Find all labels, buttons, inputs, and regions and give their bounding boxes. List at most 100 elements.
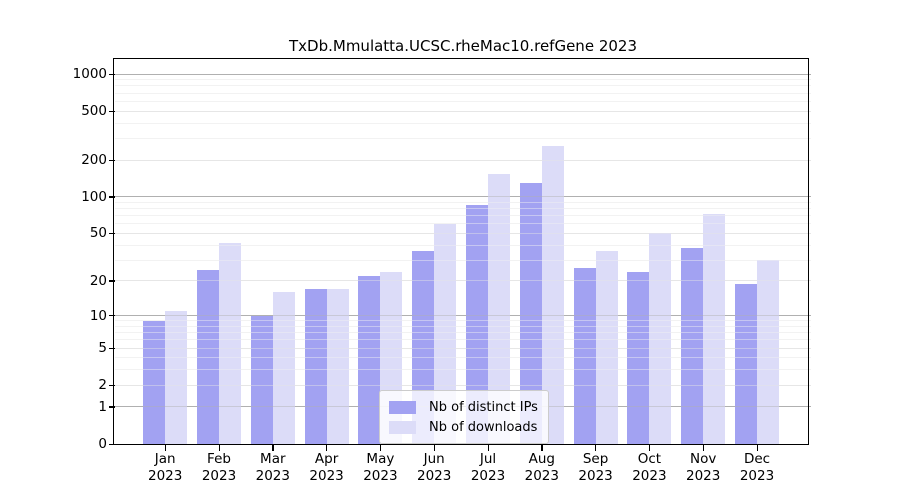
y-gridline-600 (115, 100, 811, 102)
x-tick-mark-jan (164, 445, 167, 451)
y-tick-label-2: 2 (98, 377, 107, 394)
x-tick-label-jun: Jun 2023 (417, 451, 452, 484)
y-gridline-60 (115, 223, 811, 225)
y-tick-label-0: 0 (98, 436, 107, 452)
y-gridline-9 (115, 320, 811, 322)
gridlines-overlay-layer (115, 60, 811, 444)
y-tick-label-50: 50 (89, 225, 107, 242)
y-gridline-80 (115, 208, 811, 210)
y-gridline-400 (115, 122, 811, 124)
bar-jun-downloads (434, 223, 457, 444)
y-tick-mark-50 (109, 232, 115, 235)
y-gridline-500 (115, 110, 811, 112)
y-tick-label-1000: 1000 (72, 66, 107, 83)
y-gridline-1000 (115, 73, 811, 75)
y-gridline-60 (115, 223, 811, 225)
legend-swatch-downloads (389, 420, 416, 434)
x-tick-label-jul: Jul 2023 (470, 451, 506, 484)
y-tick-label-1: 1 (98, 398, 107, 415)
x-tick-mark-apr (326, 445, 328, 451)
bar-dec-downloads (757, 260, 779, 444)
y-gridline-100 (115, 196, 811, 198)
x-tick-label-feb: Feb 2023 (201, 451, 237, 484)
y-gridline-6 (115, 339, 811, 341)
x-tick-label-dec: Dec 2023 (739, 451, 775, 484)
x-tick-label-jan: Jan 2023 (148, 451, 183, 484)
y-gridline-90 (115, 201, 811, 203)
y-tick-mark-500 (109, 110, 115, 112)
y-gridline-2 (115, 384, 811, 386)
x-tick-mark-nov (702, 445, 705, 451)
bar-oct-downloads (649, 233, 672, 444)
y-gridline-8 (115, 325, 811, 327)
x-tick-label-nov: Nov 2023 (686, 451, 721, 484)
bar-nov-distinct-ips (681, 247, 704, 444)
x-tick-label-oct: Oct 2023 (632, 451, 667, 484)
y-gridline-7 (115, 332, 811, 334)
y-tick-mark-5 (109, 347, 115, 349)
x-tick-label-may: May 2023 (363, 451, 398, 484)
bar-oct-distinct-ips (627, 271, 650, 444)
bar-mar-distinct-ips (250, 315, 273, 444)
legend-label-downloads: Nb of downloads (429, 419, 538, 435)
bar-nov-downloads (703, 214, 726, 444)
y-gridline-200 (115, 159, 811, 161)
y-gridline-500 (115, 110, 811, 112)
bar-aug-distinct-ips (519, 182, 542, 444)
y-tick-label-500: 500 (81, 103, 107, 120)
x-tick-mark-aug (541, 445, 543, 451)
y-tick-label-100: 100 (81, 188, 107, 205)
y-tick-mark-100 (109, 196, 115, 198)
y-gridline-7 (115, 332, 811, 334)
y-tick-mark-200 (109, 159, 115, 161)
bar-sep-downloads (595, 250, 618, 444)
y-gridline-200 (115, 159, 811, 161)
y-gridline-1000 (115, 73, 811, 75)
bar-jan-downloads (165, 310, 188, 444)
gridlines-layer (115, 60, 811, 444)
y-gridline-20 (115, 280, 811, 282)
y-gridline-40 (115, 244, 811, 246)
y-gridline-90 (115, 201, 811, 203)
x-tick-mark-mar (272, 445, 274, 451)
x-tick-mark-jun (433, 445, 436, 451)
y-tick-mark-1 (109, 406, 115, 408)
bar-jul-distinct-ips (466, 204, 488, 444)
y-tick-mark-2 (109, 384, 115, 387)
plot-area (115, 60, 811, 444)
y-gridline-600 (115, 100, 811, 102)
y-gridline-40 (115, 244, 811, 246)
y-gridline-3 (115, 369, 811, 371)
bar-apr-distinct-ips (304, 289, 327, 444)
chart-title: TxDb.Mmulatta.UCSC.rheMac10.refGene 2023 (289, 37, 637, 55)
y-tick-label-5: 5 (98, 340, 107, 357)
y-tick-label-20: 20 (89, 272, 107, 289)
y-gridline-900 (115, 79, 811, 81)
x-tick-mark-feb (218, 445, 220, 451)
y-gridline-300 (115, 137, 811, 139)
y-gridline-10 (115, 315, 811, 317)
y-gridline-700 (115, 92, 811, 94)
x-tick-mark-oct (648, 445, 651, 451)
y-gridline-400 (115, 122, 811, 124)
bar-mar-downloads (272, 292, 295, 444)
y-gridline-700 (115, 92, 811, 94)
y-gridline-6 (115, 339, 811, 341)
y-gridline-300 (115, 137, 811, 139)
y-gridline-4 (115, 357, 811, 359)
x-tick-label-apr: Apr 2023 (309, 451, 344, 484)
bar-jan-distinct-ips (143, 320, 166, 444)
y-gridline-70 (115, 215, 811, 217)
bar-feb-distinct-ips (197, 269, 219, 444)
y-gridline-30 (115, 259, 811, 261)
bars-layer (115, 60, 811, 444)
y-gridline-5 (115, 347, 811, 349)
y-gridline-5 (115, 347, 811, 349)
y-gridline-10 (115, 315, 811, 317)
legend-item-distinct-ips: Nb of distinct IPs (389, 397, 538, 417)
y-gridline-100 (115, 196, 811, 198)
y-tick-mark-10 (109, 315, 115, 317)
bar-jul-downloads (488, 173, 510, 444)
y-gridline-800 (115, 85, 811, 87)
